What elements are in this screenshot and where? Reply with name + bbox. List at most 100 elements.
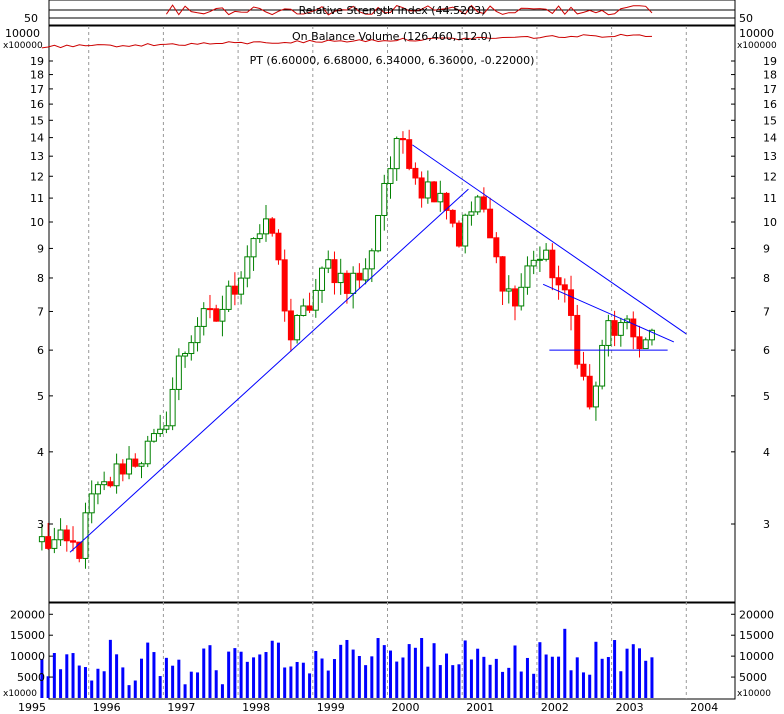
volume-bar (501, 671, 505, 698)
candle-body (169, 388, 176, 427)
volume-bar (581, 672, 585, 698)
year-label: 1997 (167, 701, 195, 714)
price-tick-label: 15 (30, 114, 44, 127)
volume-bar (588, 674, 592, 698)
candle-body (418, 177, 425, 199)
volume-bar (557, 656, 561, 698)
candle-body (138, 463, 145, 467)
candle-body (331, 259, 338, 284)
volume-bar (532, 673, 536, 698)
year-label: 1999 (317, 701, 345, 714)
volume-bar (245, 661, 249, 698)
candle-body (225, 285, 232, 310)
price-tick-label: 18 (763, 69, 777, 82)
volume-bar (52, 653, 56, 698)
volume-bar (376, 638, 380, 698)
volume-bar (320, 658, 324, 698)
candle-body (381, 182, 388, 216)
price-tick-label: 14 (30, 132, 44, 145)
obv-unit-top-left: 10000 (5, 27, 40, 40)
trendline (412, 144, 687, 335)
price-tick-label: 7 (37, 305, 44, 318)
volume-bar (519, 671, 523, 698)
rsi-panel (48, 0, 736, 26)
volume-bar (202, 648, 206, 698)
volume-bar (208, 645, 212, 698)
volume-bar (513, 645, 517, 698)
candle-body (119, 463, 126, 475)
candle-body (530, 259, 537, 267)
candle-body (63, 529, 70, 542)
symbol-line: PT (6.60000, 6.68000, 6.34000, 6.36000, … (250, 54, 535, 67)
price-tick-label: 7 (763, 305, 770, 318)
volume-bar (59, 669, 63, 698)
price-tick-label: 17 (763, 83, 777, 96)
volume-bar (102, 671, 106, 698)
volume-bar (127, 685, 131, 698)
candle-body (188, 342, 195, 355)
candle-body (107, 481, 114, 487)
price-tick-label: 5 (763, 390, 770, 403)
volume-bar (152, 652, 156, 698)
candle-body (536, 258, 543, 261)
candle-body (219, 308, 226, 322)
candle-body (543, 249, 550, 260)
volume-bar (214, 670, 218, 698)
candle-body (294, 314, 301, 341)
year-label: 2002 (541, 701, 569, 714)
candle-body (256, 233, 263, 240)
volume-bar (631, 644, 635, 698)
candle-body (70, 540, 77, 543)
volume-bar (494, 658, 498, 698)
candle-body (82, 512, 89, 559)
volume-tick-label: 10000 (10, 650, 45, 663)
volume-bar (71, 653, 75, 698)
price-tick-label: 9 (37, 242, 44, 255)
candle-body (406, 139, 413, 169)
price-tick-label: 11 (763, 192, 777, 205)
volume-bar (625, 648, 629, 698)
volume-tick-label: 10000 (739, 650, 774, 663)
rsi-label: Relative Strength Index (44.5203) (299, 4, 486, 17)
volume-bar (644, 660, 648, 698)
candle-body (487, 208, 494, 239)
price-tick-label: 3 (763, 518, 770, 531)
candle-body (94, 484, 101, 495)
volume-bar (171, 665, 175, 698)
candle-body (642, 339, 649, 350)
volume-bar (538, 642, 542, 698)
volume-bar (220, 684, 224, 698)
price-tick-label: 12 (30, 170, 44, 183)
candle-body (512, 288, 518, 307)
volume-bar (276, 642, 280, 698)
volume-bar (413, 647, 417, 698)
candle-body (617, 322, 624, 336)
price-tick-label: 14 (763, 132, 777, 145)
price-tick-label: 18 (30, 69, 44, 82)
year-label: 1998 (242, 701, 270, 714)
volume-bar (594, 641, 598, 698)
rsi-line (165, 4, 653, 16)
year-label: 2004 (690, 701, 718, 714)
volume-bar (488, 664, 492, 698)
candle-body (238, 277, 245, 295)
volume-bar (445, 653, 449, 698)
candle-body (356, 272, 363, 281)
volume-bar (239, 651, 243, 698)
price-tick-label: 13 (763, 150, 777, 163)
candle-body (412, 167, 419, 179)
volume-bar (46, 676, 50, 698)
candle-body (443, 192, 450, 211)
candle-body (387, 168, 394, 184)
volume-bar (146, 642, 150, 698)
volume-bar (463, 640, 467, 698)
candle-body (76, 541, 83, 559)
obv-line (41, 33, 653, 49)
obv-trace (41, 33, 653, 49)
candle-body (549, 249, 556, 279)
candle-body (362, 268, 369, 281)
volume-bars (40, 628, 654, 698)
volume-bar (345, 639, 349, 698)
candle-body (561, 284, 568, 291)
